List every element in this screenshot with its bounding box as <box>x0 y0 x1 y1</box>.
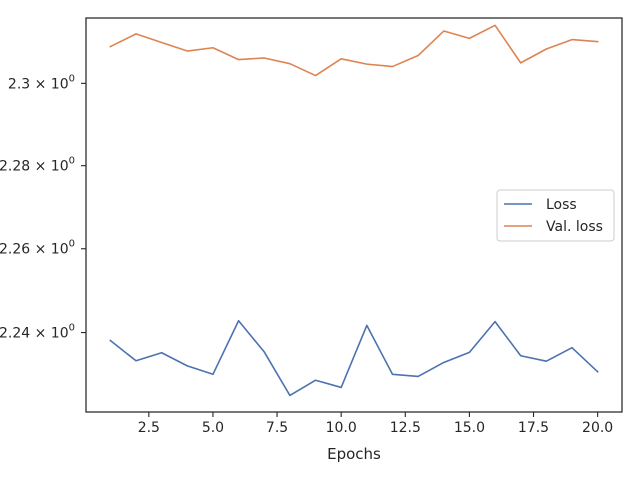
plot-frame <box>85 17 623 413</box>
y-tick-label: 2.3 × 100 <box>8 73 75 92</box>
x-tick-label: 2.5 <box>138 420 160 436</box>
x-tick-label: 15.0 <box>454 420 485 436</box>
y-tick-label: 2.28 × 100 <box>0 156 75 175</box>
x-tick-label: 5.0 <box>202 420 224 436</box>
x-tick-label: 17.5 <box>518 420 549 436</box>
y-tick-label: 2.26 × 100 <box>0 239 75 258</box>
ticks-layer: 2.5 5.0 7.5 10.0 12.5 15.0 17.5 20.0 2.24 × 100 2… <box>0 73 613 436</box>
series-line-1 <box>109 319 599 397</box>
x-tick-label: 7.5 <box>266 420 288 436</box>
x-axis-label: Epochs <box>327 445 381 463</box>
series-line-2 <box>109 24 599 77</box>
x-tick-label: 20.0 <box>582 420 613 436</box>
series-layer <box>109 24 599 397</box>
legend: Loss Val. loss <box>496 189 615 242</box>
legend-box <box>496 189 615 242</box>
x-tick-label: 10.0 <box>326 420 357 436</box>
legend-label: Loss <box>546 197 577 213</box>
x-tick-label: 12.5 <box>390 420 421 436</box>
y-tick-label: 2.24 × 100 <box>0 323 75 342</box>
legend-label: Val. loss <box>546 219 603 235</box>
